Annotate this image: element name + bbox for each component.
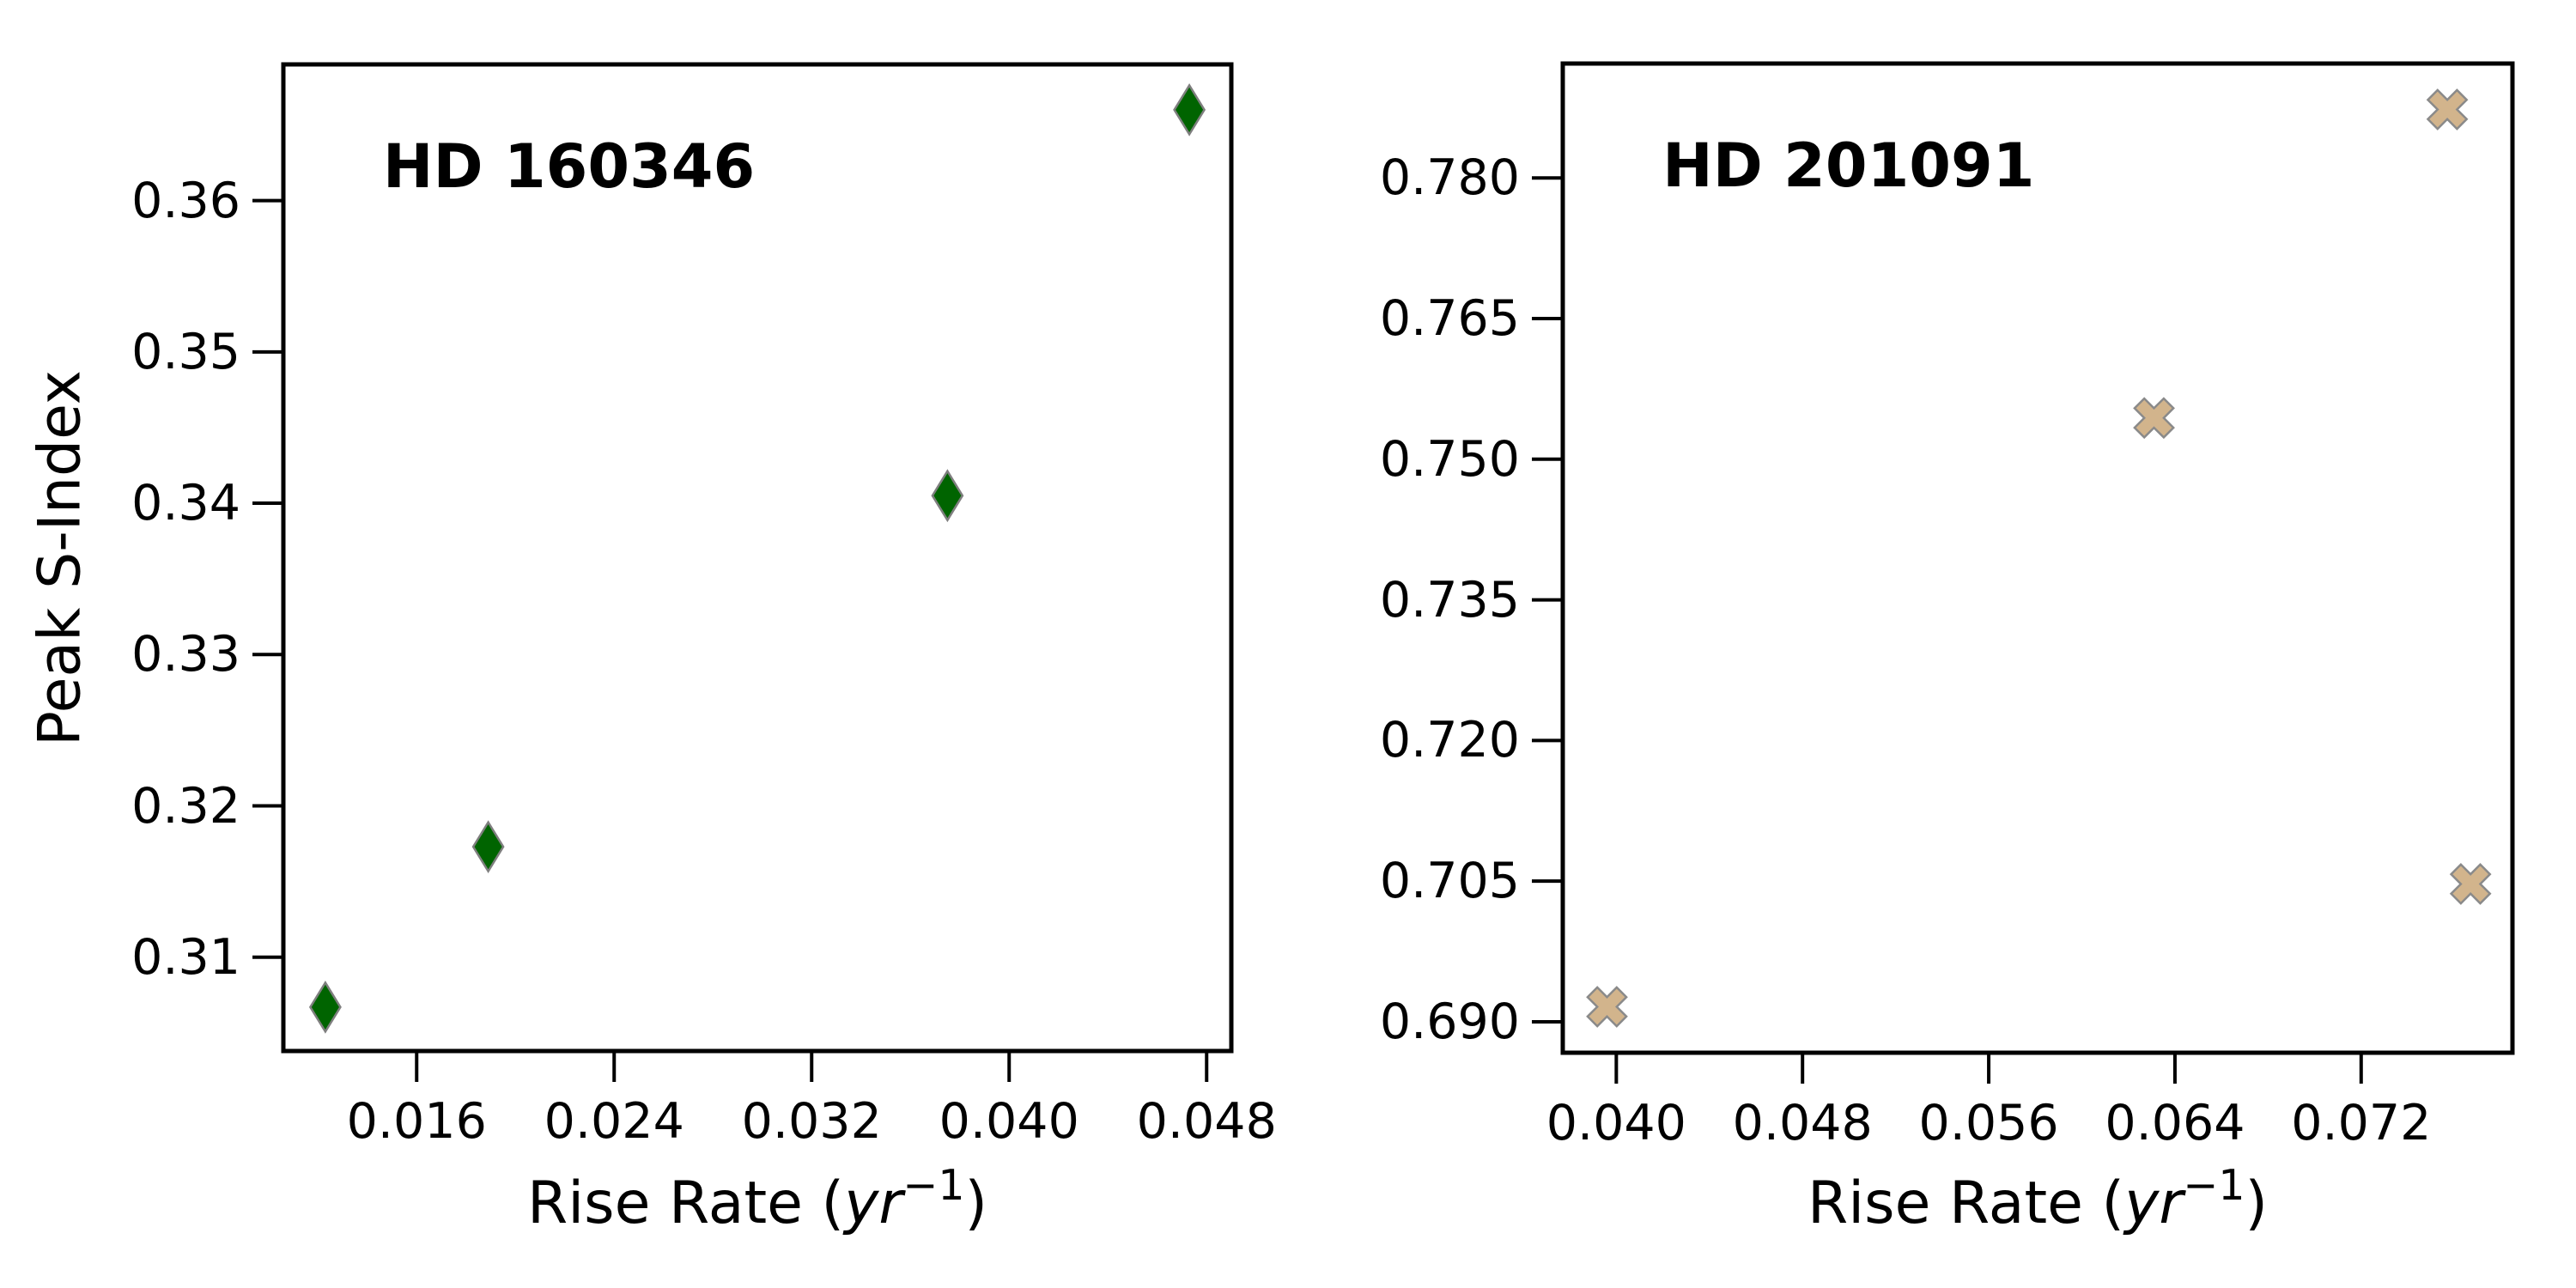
data-point-marker [471, 820, 505, 873]
y-tick-label: 0.720 [1379, 712, 1520, 769]
y-tick-label: 0.31 [131, 928, 240, 986]
x-axis-label-variable: yr [2124, 1170, 2184, 1237]
x-tick-label: 0.040 [939, 1093, 1079, 1150]
x-axis-label: Rise Rate (yr−1) [527, 1161, 987, 1237]
y-tick-label: 0.34 [131, 475, 240, 532]
x-axis-label: Rise Rate (yr−1) [1807, 1161, 2268, 1237]
y-tick-label: 0.780 [1379, 149, 1520, 207]
y-tick-label: 0.35 [131, 323, 240, 380]
x-tick-label: 0.024 [544, 1093, 684, 1150]
subplot-hd-201091: HD 201091 0.040 0.048 0.056 0.064 0.072 0.690… [1380, 61, 2515, 1151]
plot-area-svg [1532, 61, 2515, 1084]
y-tick-label: 0.735 [1379, 571, 1520, 629]
x-tick-label: 0.064 [2105, 1095, 2245, 1151]
x-axis-label-exponent: −1 [902, 1161, 965, 1211]
data-point-marker [931, 469, 964, 523]
y-tick-label: 0.36 [131, 172, 240, 229]
y-tick-label: 0.33 [131, 626, 240, 683]
x-tick-label: 0.032 [741, 1093, 882, 1150]
x-axis-label-variable: yr [844, 1170, 903, 1237]
subplot-hd-160346: HD 160346 0.016 0.024 0.032 0.040 0.048 0.31 0… [131, 62, 1277, 1150]
x-tick-label: 0.072 [2291, 1095, 2432, 1151]
y-tick-label: 0.765 [1379, 290, 1520, 347]
data-point-marker [308, 981, 342, 1034]
y-tick-label: 0.690 [1379, 993, 1520, 1050]
star-name-annotation: HD 201091 [1662, 131, 2035, 202]
y-tick-label: 0.32 [131, 777, 240, 835]
plot-area-svg [252, 62, 1234, 1082]
data-point-marker [2133, 397, 2175, 440]
data-point-marker [2426, 88, 2469, 131]
plot-spines [281, 62, 1234, 1054]
y-tick-label: 0.705 [1379, 853, 1520, 910]
x-axis-label-suffix: ) [964, 1170, 987, 1237]
x-tick-label: 0.016 [346, 1093, 487, 1150]
data-point-marker [1173, 83, 1206, 137]
data-point-marker [1586, 986, 1628, 1028]
y-tick-label: 0.750 [1379, 430, 1520, 488]
plot-spines [1560, 61, 2515, 1055]
x-axis-label-exponent: −1 [2183, 1161, 2245, 1211]
x-tick-label: 0.048 [1732, 1095, 1873, 1151]
x-axis-label-prefix: Rise Rate ( [1807, 1170, 2125, 1237]
x-tick-label: 0.048 [1136, 1093, 1277, 1150]
star-name-annotation: HD 160346 [382, 131, 756, 203]
x-tick-label: 0.056 [1918, 1095, 2059, 1151]
y-axis-label: Peak S-Index [26, 370, 94, 746]
x-axis-label-prefix: Rise Rate ( [527, 1170, 845, 1237]
x-axis-label-suffix: ) [2245, 1170, 2268, 1237]
data-point-marker [2449, 863, 2492, 905]
x-tick-label: 0.040 [1546, 1095, 1686, 1151]
